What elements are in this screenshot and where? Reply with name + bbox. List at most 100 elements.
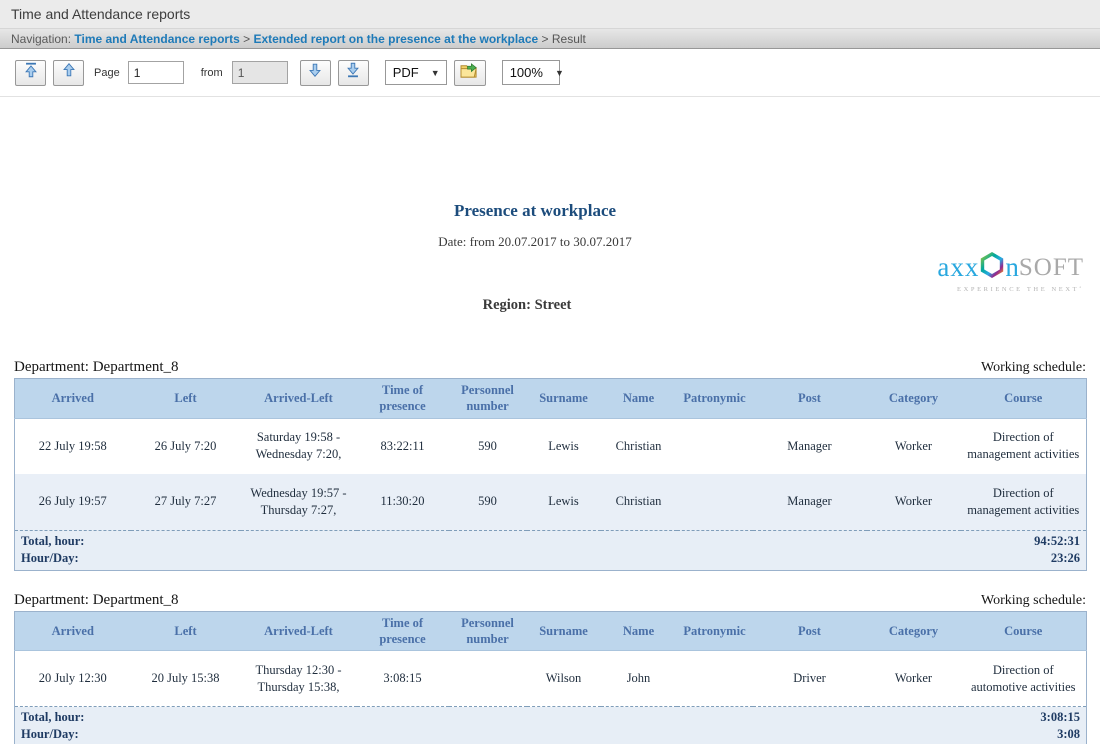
working-schedule-label: Working schedule: (980, 360, 1086, 375)
column-header: Time of presence (356, 378, 449, 419)
table-cell: Direction of management activities (960, 474, 1087, 530)
table-cell: Thursday 12:30 - Thursday 15:38, (255, 662, 342, 694)
hour-day-value: 3:08 (1057, 727, 1080, 741)
axxonsoft-logo: axx n SOFT EXPERIENC (937, 252, 1084, 293)
table-cell: Direction of automotive activities (971, 662, 1076, 694)
table-cell: Worker (894, 671, 933, 686)
column-header: Category (866, 378, 961, 419)
breadcrumb-separator: > (239, 31, 254, 46)
totals-row: Total, hour: 3:08:15 Hour/Day: 3:08 (14, 706, 1087, 744)
column-header: Arrived-Left (240, 378, 357, 419)
column-header: Patronymic (676, 611, 753, 651)
table-cell (677, 418, 753, 474)
column-header: Surname (526, 611, 601, 651)
table-cell: Driver (793, 671, 826, 686)
window-title-bar: Time and Attendance reports (0, 0, 1100, 29)
page-label: Page (94, 66, 120, 79)
column-header: Course (960, 378, 1087, 419)
table-cell: 27 July 7:27 (130, 474, 241, 530)
table-cell: Lewis (548, 438, 579, 453)
column-header: Surname (526, 378, 601, 419)
column-header: Post (752, 378, 867, 419)
column-header: Arrived-Left (240, 611, 357, 651)
table-cell: Direction of management activities (967, 430, 1080, 462)
arrow-bar-down-icon (344, 61, 362, 84)
logo-tagline: EXPERIENCE THE NEXT˚ (957, 286, 1084, 293)
breadcrumb-separator: > (538, 31, 552, 46)
department-label: Department: Department_8 (14, 591, 179, 608)
table-cell: 11:30:20 (356, 474, 449, 530)
column-header: Time of presence (356, 611, 449, 651)
column-header: Name (600, 611, 677, 651)
breadcrumb-label: Navigation: (11, 31, 75, 46)
breadcrumb-current-result: Result (551, 31, 586, 46)
department-section: Department: Department_8 Working schedul… (14, 359, 1087, 571)
table-cell: 590 (448, 474, 527, 530)
arrow-down-icon (306, 61, 324, 84)
table-cell: 590 (478, 438, 497, 453)
table-cell: Lewis (526, 474, 601, 530)
column-header: Personnel number (448, 378, 527, 419)
table-cell: Christian (600, 474, 677, 530)
table-cell: Worker (894, 438, 933, 453)
hour-day-label: Hour/Day: (21, 550, 79, 565)
zoom-select[interactable]: 100% ▼ (501, 60, 564, 85)
last-page-button[interactable] (337, 59, 369, 86)
breadcrumb-link-extended-report[interactable]: Extended report on the presence at the w… (253, 31, 539, 46)
first-page-button[interactable] (15, 59, 46, 86)
table-cell: Christian (615, 438, 662, 453)
page-number-input[interactable] (127, 61, 184, 84)
next-page-button[interactable] (299, 59, 331, 86)
department-label: Department: Department_8 (14, 359, 179, 375)
attendance-table: Arrived Left Arrived-Left Time of presence P… (14, 378, 1087, 571)
total-pages-field (231, 61, 288, 84)
table-row: 20 July 12:30 20 July 15:38 Thursday 12:30… (15, 651, 1087, 707)
hexagon-icon (980, 252, 1004, 283)
table-cell: 20 July 12:30 (38, 671, 107, 686)
export-format-value: PDF (392, 65, 419, 80)
table-row: 26 July 19:57 27 July 7:27 Wednesday 19:57… (14, 474, 1087, 530)
table-cell (449, 651, 527, 707)
report-region: Region: Street (482, 297, 572, 313)
arrow-bar-up-icon (22, 61, 40, 84)
logo-text-n: n (1005, 252, 1019, 282)
report-title: Presence at workplace (453, 201, 617, 220)
breadcrumb-link-reports[interactable]: Time and Attendance reports (74, 31, 240, 46)
working-schedule-label: Working schedule: (980, 592, 1086, 608)
chevron-down-icon: ▼ (430, 67, 440, 78)
column-header: Course (960, 611, 1087, 651)
hour-day-value: 23:26 (1050, 550, 1080, 565)
report-page: axx n SOFT EXPERIENC (0, 201, 1100, 744)
section-header: Department: Department_8 Working schedul… (14, 592, 1086, 609)
report-toolbar: Page from PDF ▼ (0, 49, 1100, 97)
totals-row: Total, hour: 94:52:31 Hour/Day: 23:26 (14, 529, 1087, 570)
table-cell: Manager (787, 438, 832, 453)
column-header: Left (130, 378, 241, 419)
column-header: Category (866, 611, 961, 651)
table-cell: Worker (866, 474, 961, 530)
previous-page-button[interactable] (53, 59, 84, 86)
report-date-range: Date: from 20.07.2017 to 30.07.2017 (438, 234, 632, 249)
column-header: Name (600, 378, 677, 419)
arrow-up-icon (60, 61, 78, 84)
column-header: Left (130, 611, 241, 651)
table-cell (676, 474, 753, 530)
report-sections: Department: Department_8 Working schedul… (0, 359, 1100, 744)
window-title: Time and Attendance reports (11, 6, 191, 22)
department-section: Department: Department_8 Working schedul… (14, 592, 1087, 744)
table-cell: 26 July 19:57 (14, 474, 131, 530)
table-cell (677, 651, 753, 707)
total-hour-label: Total, hour: (21, 533, 85, 548)
table-cell: Manager (752, 474, 867, 530)
export-format-select[interactable]: PDF ▼ (384, 60, 447, 85)
column-header: Post (752, 611, 867, 651)
column-header: Arrived (14, 611, 131, 651)
column-header: Arrived (14, 378, 131, 419)
breadcrumb: Navigation: Time and Attendance reports … (0, 29, 1100, 49)
section-header: Department: Department_8 Working schedul… (14, 359, 1086, 376)
table-cell: Wednesday 19:57 - Thursday 7:27, (240, 474, 357, 530)
from-label: from (200, 66, 223, 79)
total-hour-value: 94:52:31 (1034, 533, 1080, 548)
export-button[interactable] (453, 59, 486, 86)
hour-day-label: Hour/Day: (21, 727, 79, 741)
